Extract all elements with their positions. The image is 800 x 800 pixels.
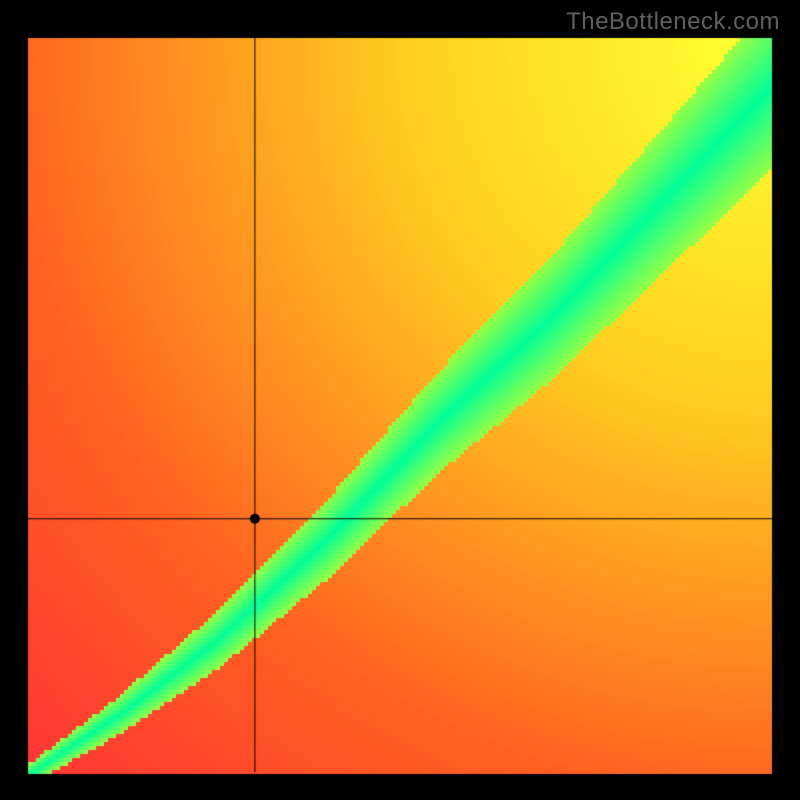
- heatmap-canvas: [0, 0, 800, 800]
- bottleneck-chart: TheBottleneck.com: [0, 0, 800, 800]
- watermark-label: TheBottleneck.com: [566, 8, 780, 36]
